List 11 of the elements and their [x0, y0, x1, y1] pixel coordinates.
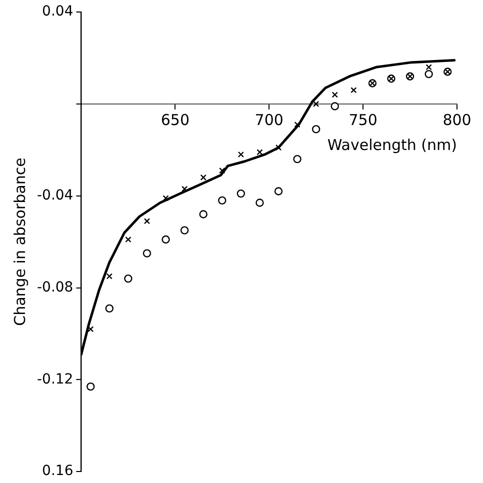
x-tick-label: 750	[348, 110, 378, 129]
y-tick-label: -0.12	[36, 371, 74, 388]
y-tick-label: -0.04	[36, 187, 74, 204]
y-tick-label: 0.16	[42, 463, 74, 480]
y-tick-label: -0.08	[36, 279, 74, 296]
y-axis-title: Change in absorbance	[10, 158, 29, 326]
x-axis-title: Wavelength (nm)	[327, 136, 457, 154]
y-tick-label: 0.04	[42, 4, 74, 20]
x-tick-label: 800	[442, 110, 472, 129]
x-tick-label: 700	[254, 110, 284, 129]
x-tick-label: 650	[160, 110, 190, 129]
